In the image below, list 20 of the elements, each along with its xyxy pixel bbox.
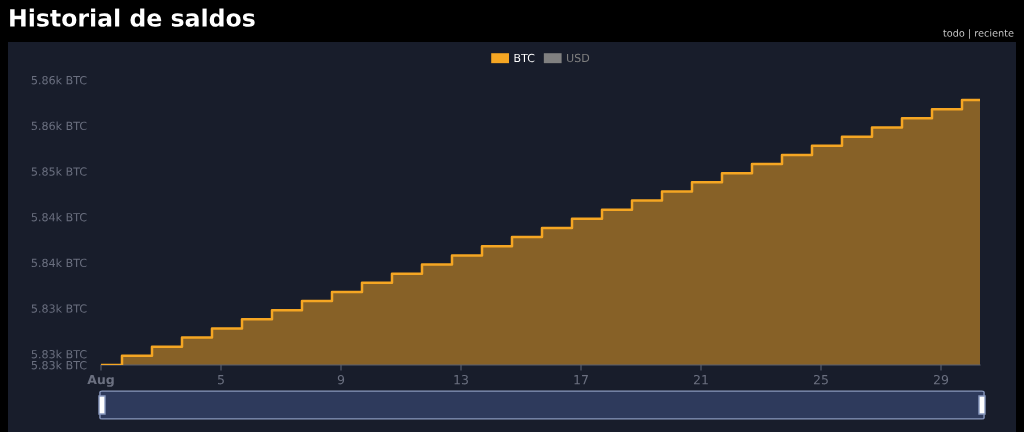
x-tick-label: 5 <box>217 375 224 385</box>
x-tick-label: 13 <box>454 374 468 385</box>
y-tick-label: 5.83k BTC <box>31 304 87 313</box>
x-tick-label: 29 <box>933 374 949 385</box>
x-tick-label: 25 <box>813 374 828 385</box>
y-tick-label: 5.85k BTC <box>31 167 87 176</box>
chart-title: Historial de saldos <box>10 8 255 27</box>
legend-label: BTC <box>514 53 535 63</box>
x-tick-label: 17 <box>574 375 588 385</box>
text: todo | reciente <box>943 29 1014 39</box>
y-tick-label: 5.86k BTC <box>31 75 87 85</box>
y-tick-label: 5.84k BTC <box>31 258 87 268</box>
y-tick-label: 5.83k BTC <box>31 360 87 370</box>
legend-label: USD <box>567 53 590 63</box>
y-tick-label: 5.86k BTC <box>31 121 87 131</box>
x-tick-label: 21 <box>693 374 708 385</box>
x-tick-label: Aug <box>87 375 114 387</box>
x-tick-label: 9 <box>337 374 345 385</box>
y-tick-label: 5.83k BTC <box>31 349 87 359</box>
y-tick-label: 5.84k BTC <box>31 212 87 222</box>
